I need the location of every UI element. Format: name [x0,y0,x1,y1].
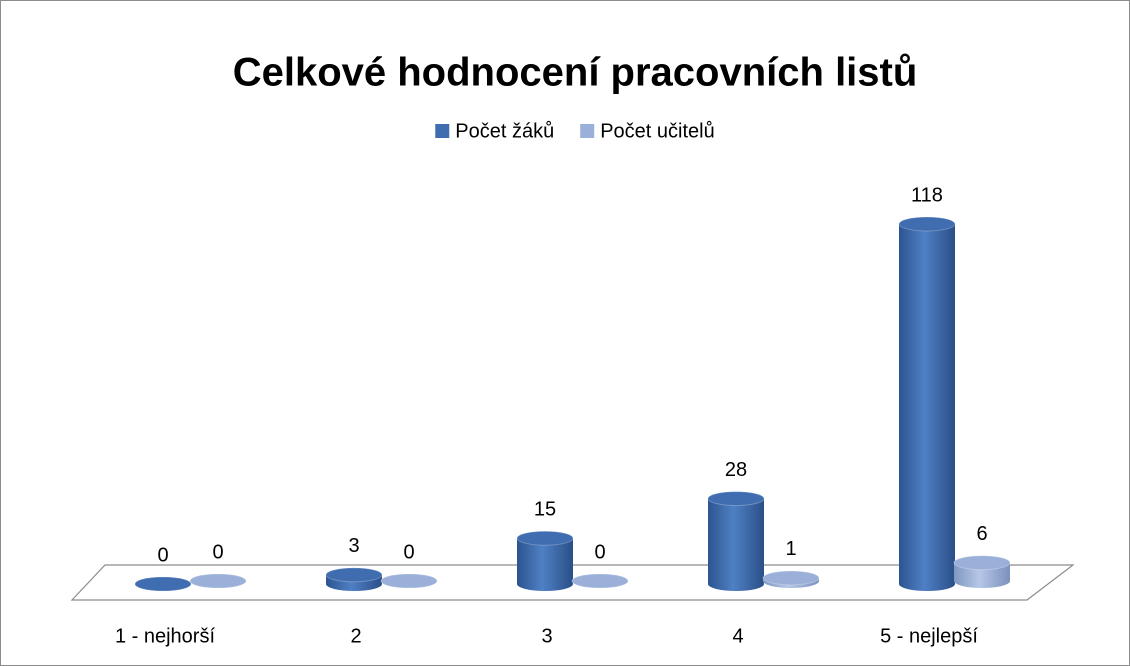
legend-swatch [435,124,450,138]
legend: Počet žáků Počet učitelů [435,120,715,142]
legend-label: Počet žáků [455,120,554,142]
bar-top [380,573,438,589]
data-label: 6 [976,523,987,545]
bar [571,573,629,589]
bar [134,576,192,592]
bar-top [898,216,956,232]
x-tick-label: 4 [732,625,743,647]
bar [380,573,438,589]
data-label: 0 [157,544,168,566]
bar [189,573,247,589]
data-label: 0 [594,541,605,563]
legend-label: Počet učitelů [600,120,715,142]
bar [516,530,574,591]
bar-top [571,573,629,589]
data-label: 118 [911,184,943,206]
data-label: 28 [725,459,747,481]
bar-side [899,224,955,584]
bar [953,555,1011,588]
legend-swatch [580,124,595,138]
chart-title: Celkové hodnocení pracovních listů [233,51,918,95]
data-label: 1 [785,538,796,560]
data-label: 15 [534,499,556,521]
bar-top [707,491,765,507]
bar-top [516,530,574,546]
bar [762,570,820,588]
bar-side [517,538,573,584]
bar-top [953,555,1011,571]
bar [325,567,383,591]
x-tick-label: 3 [541,625,552,647]
x-tick-label: 2 [350,625,361,647]
data-label: 3 [348,535,359,557]
x-tick-label: 5 - nejlepší [880,625,978,647]
bar-side [708,498,764,584]
bar-top [189,573,247,589]
bar [707,491,765,591]
bar-top [325,567,383,583]
x-tick-label: 1 - nejhorší [115,625,215,647]
bar [898,216,956,591]
data-label: 0 [212,541,223,563]
bar-top [134,576,192,592]
data-label: 0 [403,541,414,563]
bar-top [762,570,820,586]
